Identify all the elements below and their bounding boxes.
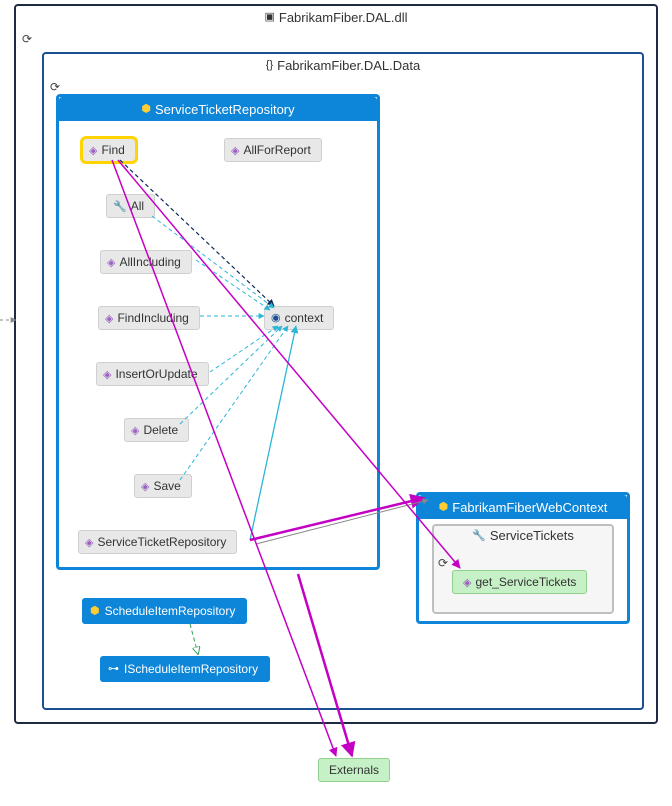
member-allincluding[interactable]: ◈ AllIncluding [100,250,192,274]
member-ctor[interactable]: ◈ ServiceTicketRepository [78,530,237,554]
class-title-bar: ⬢ FabrikamFiberWebContext [419,495,627,519]
member-find[interactable]: ◈ Find [82,138,136,162]
method-icon: ◈ [463,576,471,589]
member-label: InsertOrUpdate [115,367,197,381]
assembly-title: ▣ FabrikamFiber.DAL.dll [16,10,656,25]
namespace-title-text: FabrikamFiber.DAL.Data [277,58,420,73]
class-title-bar: ⬢ ServiceTicketRepository [59,97,377,121]
property-icon: 🔧 [113,200,127,213]
class-pill-label: ScheduleItemRepository [105,604,236,618]
class-pill-schedulerepo[interactable]: ⬢ ScheduleItemRepository [82,598,247,624]
class-icon: ⬢ [141,104,151,115]
property-title-text: ServiceTickets [490,528,574,543]
member-label: ServiceTicketRepository [97,535,226,549]
member-insertorupdate[interactable]: ◈ InsertOrUpdate [96,362,209,386]
method-icon: ◈ [107,256,115,269]
member-label: Find [101,143,124,157]
class-icon: ⬢ [90,606,100,617]
refresh-icon[interactable]: ⟳ [50,80,60,94]
member-label: AllIncluding [119,255,180,269]
member-label: Delete [143,423,178,437]
method-icon: ◈ [85,536,93,549]
field-icon: ◉ [271,313,281,324]
class-icon: ⬢ [439,502,449,513]
member-save[interactable]: ◈ Save [134,474,192,498]
member-allforreport[interactable]: ◈ AllForReport [224,138,322,162]
member-findincluding[interactable]: ◈ FindIncluding [98,306,200,330]
member-label: AllForReport [243,143,310,157]
member-label: context [285,311,324,325]
method-icon: ◈ [89,144,97,157]
interface-pill-ischedulerepo[interactable]: ⊶ IScheduleItemRepository [100,656,270,682]
method-icon: ◈ [231,144,239,157]
namespace-icon: {} [266,60,273,71]
externals-label: Externals [329,763,379,777]
member-label: Save [153,479,180,493]
member-get-servicetickets[interactable]: ◈ get_ServiceTickets [452,570,587,594]
member-all[interactable]: 🔧 All [106,194,155,218]
assembly-title-text: FabrikamFiber.DAL.dll [279,10,408,25]
member-label: get_ServiceTickets [475,575,576,589]
member-delete[interactable]: ◈ Delete [124,418,189,442]
property-icon: 🔧 [472,529,486,542]
method-icon: ◈ [131,424,139,437]
member-context[interactable]: ◉ context [264,306,334,330]
assembly-icon: ▣ [264,12,274,23]
externals-node[interactable]: Externals [318,758,390,782]
property-container-servicetickets[interactable]: 🔧 ServiceTickets ⟳ [432,524,614,614]
property-title: 🔧 ServiceTickets [434,528,612,543]
refresh-icon[interactable]: ⟳ [438,556,448,570]
method-icon: ◈ [141,480,149,493]
member-label: FindIncluding [117,311,188,325]
member-label: All [131,199,144,213]
refresh-icon[interactable]: ⟳ [22,32,32,46]
method-icon: ◈ [105,312,113,325]
class-container-str[interactable]: ⬢ ServiceTicketRepository [56,94,380,570]
namespace-title: {} FabrikamFiber.DAL.Data [44,58,642,73]
interface-icon: ⊶ [108,664,119,675]
class-title-text: ServiceTicketRepository [155,102,295,117]
interface-pill-label: IScheduleItemRepository [124,662,258,676]
class-title-text: FabrikamFiberWebContext [452,500,607,515]
method-icon: ◈ [103,368,111,381]
diagram-canvas: ❯ ▣ FabrikamFiber.DAL.dll ⟳ {} FabrikamF… [0,0,672,806]
